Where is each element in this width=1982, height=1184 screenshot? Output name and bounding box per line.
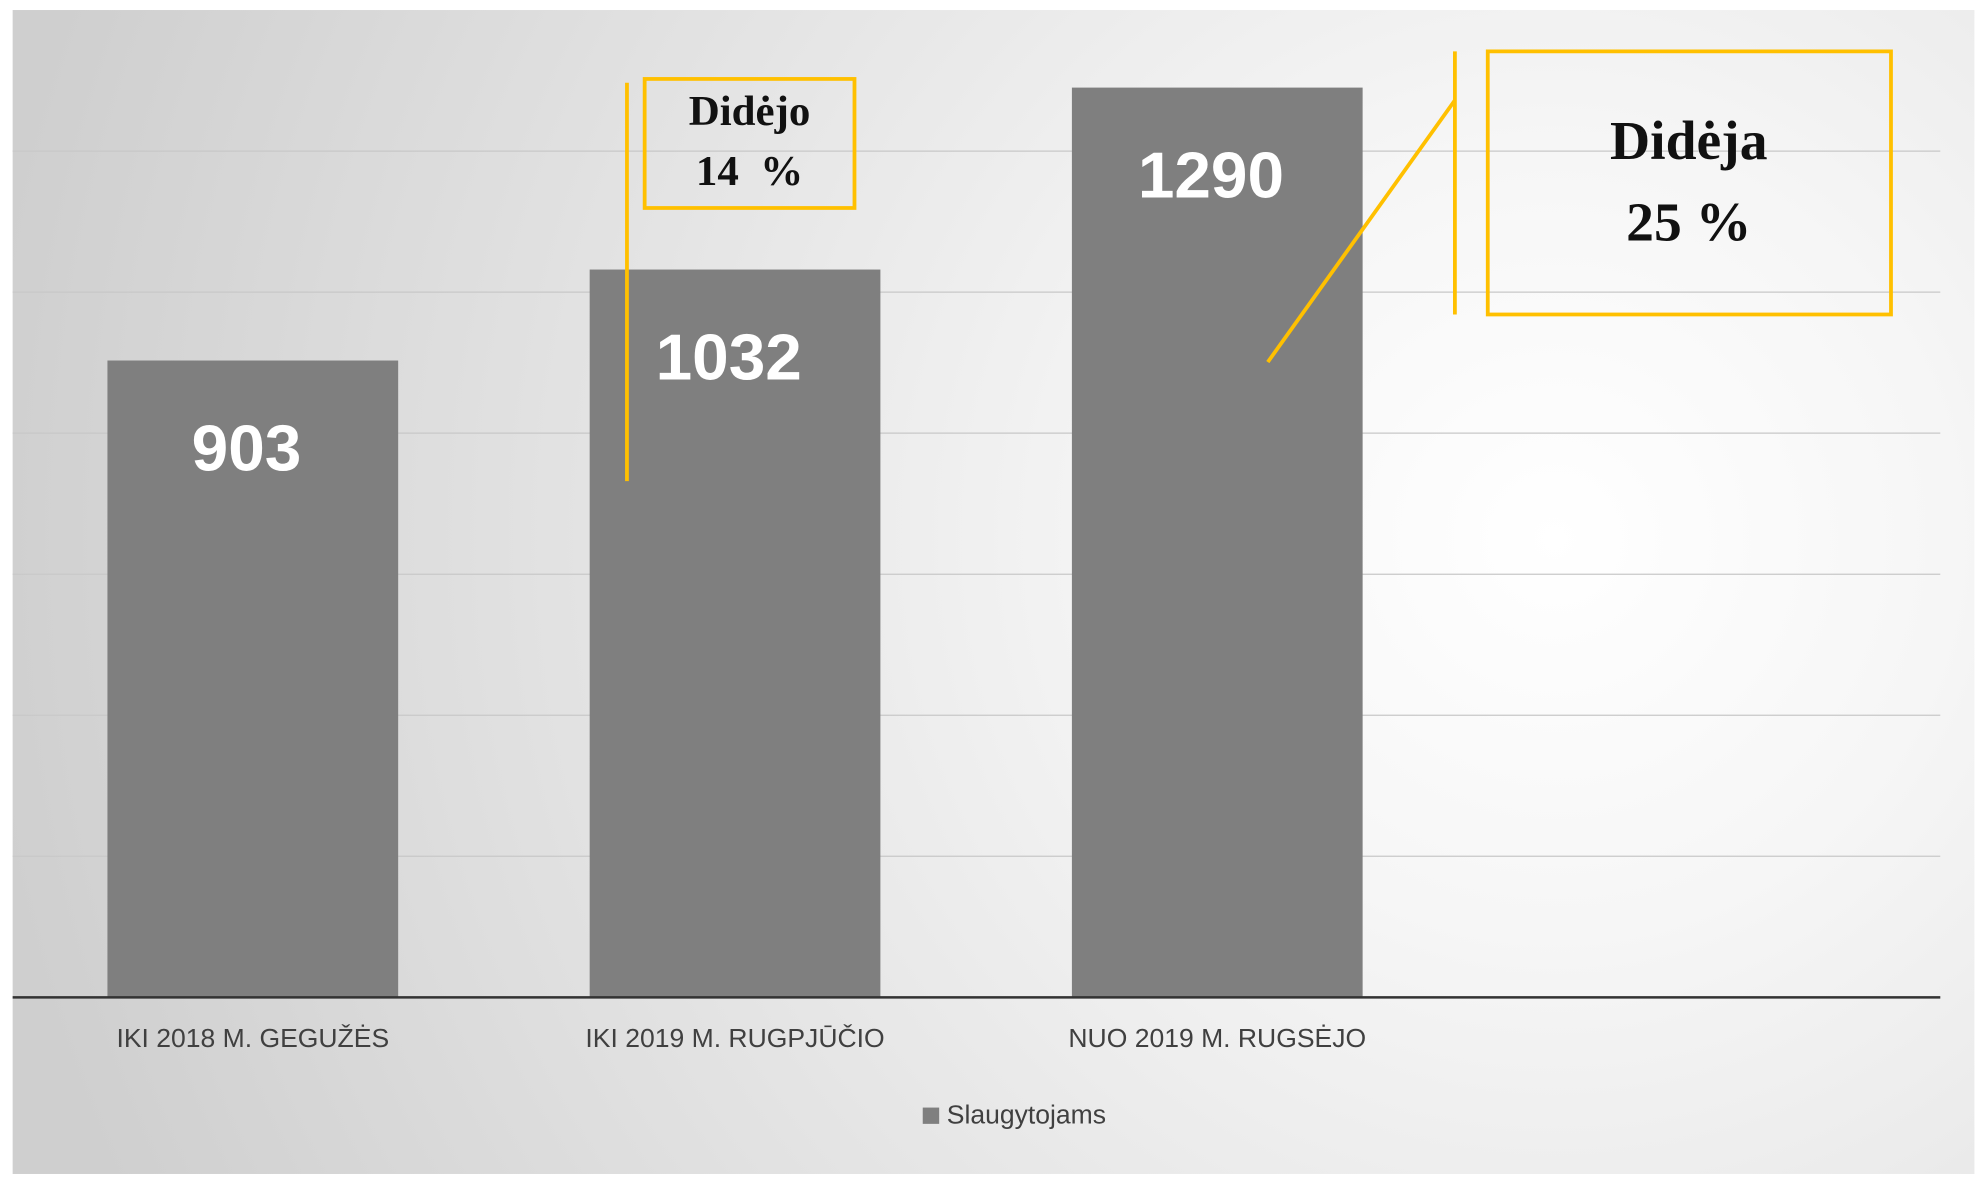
annotation-box <box>642 77 857 210</box>
data-label: 903 <box>192 412 302 485</box>
bar <box>1071 87 1363 998</box>
annotation-box <box>1485 49 1893 317</box>
x-tick-label: NUO 2019 M. RUGSĖJO <box>1068 1023 1366 1053</box>
annotation-line <box>1266 99 1457 364</box>
annotation-text: 25 % <box>1626 192 1751 253</box>
x-tick-label: IKI 2018 M. GEGUŽĖS <box>116 1023 389 1053</box>
x-tick-label: IKI 2019 M. RUGPJŪČIO <box>585 1023 884 1053</box>
data-label: 1290 <box>1138 139 1284 212</box>
annotation-text: Didėja <box>1610 110 1768 171</box>
bar <box>107 360 399 998</box>
bar <box>589 269 881 998</box>
legend-swatch <box>922 1107 940 1124</box>
data-label: 1032 <box>656 321 802 394</box>
annotation-text: 14 % <box>696 148 803 195</box>
legend-label: Slaugytojams <box>947 1099 1106 1129</box>
annotation-text: Didėjo <box>689 88 811 135</box>
